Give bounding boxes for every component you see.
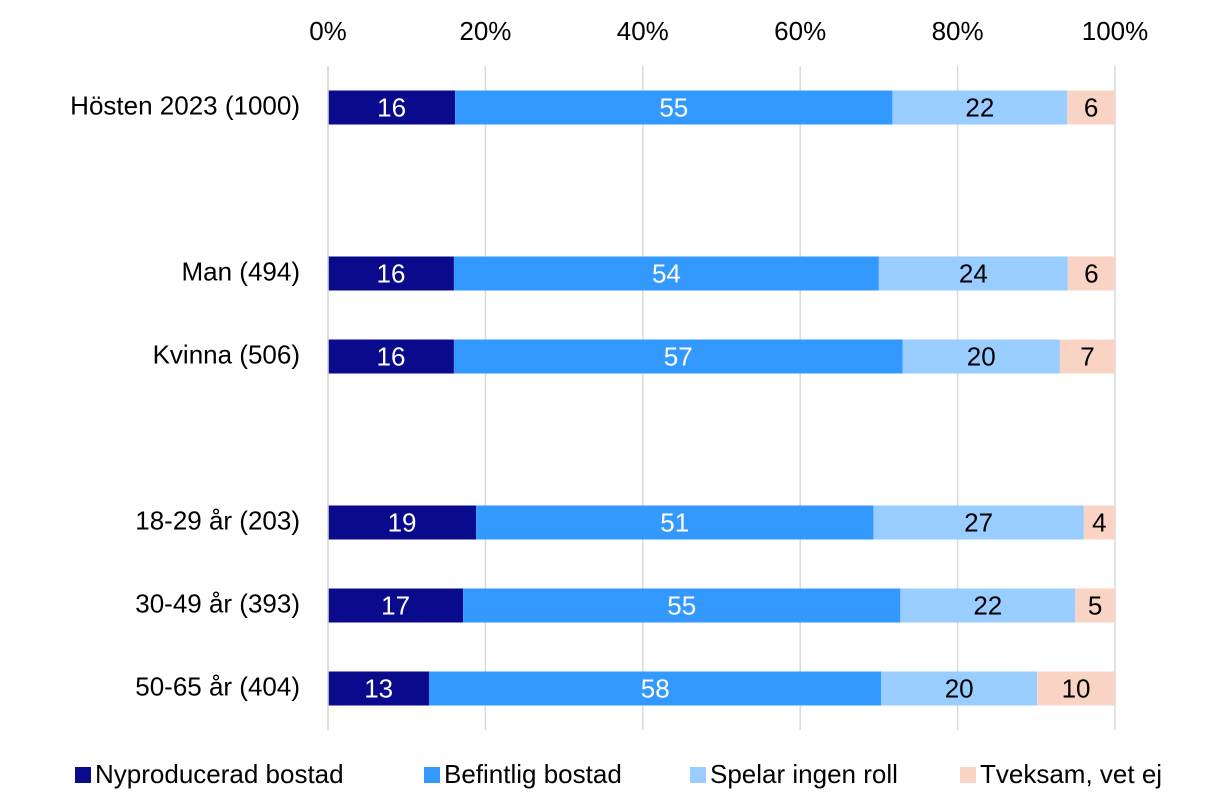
data-label: 54 <box>652 258 681 288</box>
data-label: 17 <box>381 590 410 620</box>
data-label: 13 <box>364 673 393 703</box>
bar-segment <box>328 588 464 623</box>
bar-segment <box>873 505 1084 540</box>
bar-segment <box>453 339 903 374</box>
bar-segment <box>463 588 901 623</box>
legend-label: Spelar ingen roll <box>710 759 898 789</box>
bar-segment <box>455 90 893 125</box>
x-tick-label: 0% <box>309 16 347 46</box>
legend-swatch <box>424 767 440 783</box>
y-tick-label: 30-49 år (393) <box>135 588 300 618</box>
x-tick-label: 60% <box>774 16 826 46</box>
bar-segment <box>1037 671 1115 706</box>
legend-label: Tveksam, vet ej <box>980 759 1162 789</box>
x-tick-label: 40% <box>617 16 669 46</box>
data-label: 27 <box>964 507 993 537</box>
bar-segment <box>881 671 1038 706</box>
data-label: 55 <box>667 590 696 620</box>
bar-segment <box>328 90 456 125</box>
bar-segment <box>1075 588 1115 623</box>
data-label: 16 <box>377 92 406 122</box>
data-label: 10 <box>1062 673 1091 703</box>
data-label: 24 <box>959 258 988 288</box>
x-tick-label: 20% <box>459 16 511 46</box>
legend-label: Befintlig bostad <box>444 759 622 789</box>
bar-segment <box>328 505 477 540</box>
x-tick-label: 80% <box>932 16 984 46</box>
data-label: 6 <box>1084 258 1098 288</box>
legend-swatch <box>75 767 91 783</box>
data-label: 55 <box>659 92 688 122</box>
data-label: 57 <box>664 341 693 371</box>
data-label: 22 <box>973 590 1002 620</box>
bar-segment <box>328 671 430 706</box>
bar-segment <box>1067 256 1115 291</box>
data-label: 58 <box>641 673 670 703</box>
bar-segment <box>878 256 1068 291</box>
bar-segment <box>429 671 882 706</box>
legend-label: Nyproducerad bostad <box>95 759 344 789</box>
bar-segment <box>900 588 1076 623</box>
x-tick-label: 100% <box>1082 16 1149 46</box>
bar-segment <box>328 339 454 374</box>
data-label: 16 <box>376 258 405 288</box>
data-label: 19 <box>388 507 417 537</box>
y-tick-label: 50-65 år (404) <box>135 671 300 701</box>
data-label: 16 <box>376 341 405 371</box>
data-label: 7 <box>1080 341 1094 371</box>
data-label: 51 <box>660 507 689 537</box>
data-label: 22 <box>965 92 994 122</box>
data-label: 20 <box>967 341 996 371</box>
bar-segment <box>1059 339 1115 374</box>
data-label: 5 <box>1088 590 1102 620</box>
bar-segment <box>476 505 874 540</box>
y-tick-label: Hösten 2023 (1000) <box>70 90 300 120</box>
y-tick-label: Kvinna (506) <box>153 339 300 369</box>
y-tick-label: Man (494) <box>182 256 301 286</box>
bar-segment <box>328 256 454 291</box>
data-label: 4 <box>1092 507 1106 537</box>
y-tick-label: 18-29 år (203) <box>135 505 300 535</box>
data-label: 20 <box>945 673 974 703</box>
bar-segment <box>902 339 1060 374</box>
legend-swatch <box>960 767 976 783</box>
data-label: 6 <box>1084 92 1098 122</box>
bar-segment <box>1083 505 1115 540</box>
bar-segment <box>1067 90 1115 125</box>
legend-swatch <box>690 767 706 783</box>
bar-segment <box>453 256 879 291</box>
bar-segment <box>892 90 1068 125</box>
